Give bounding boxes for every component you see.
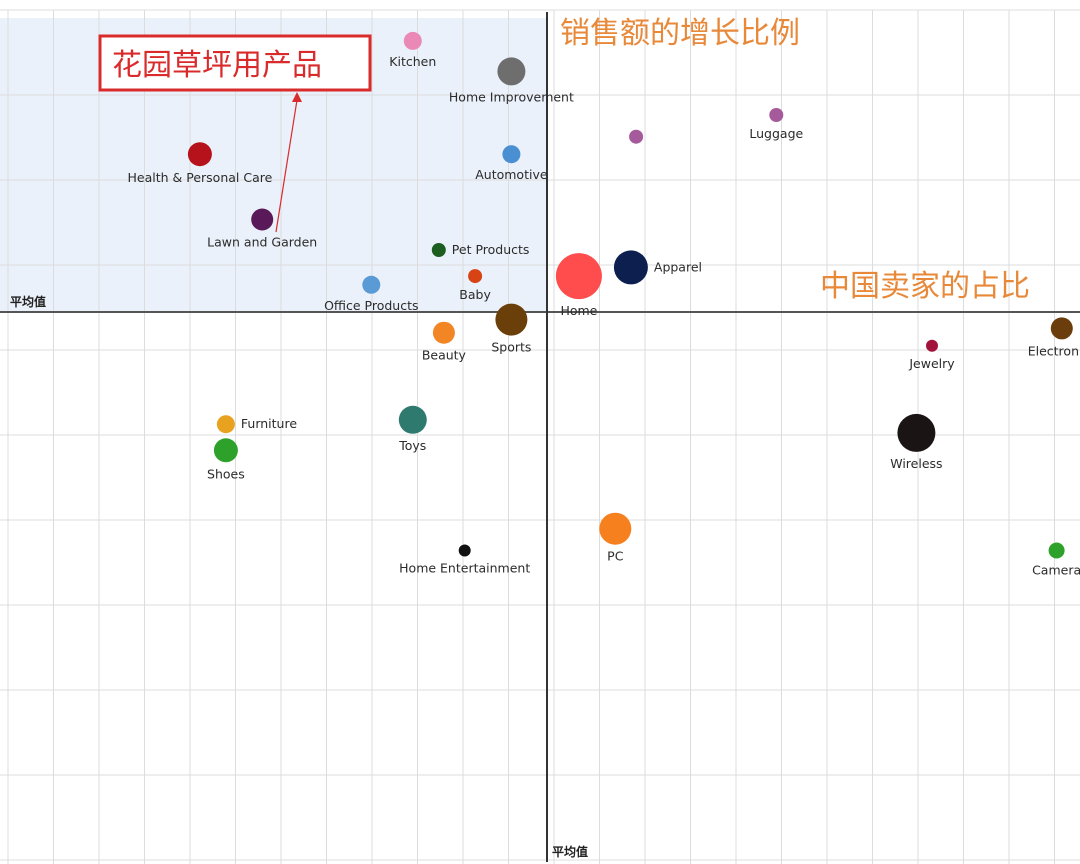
point-camera[interactable] xyxy=(1048,542,1065,559)
callout: 花园草坪用产品 xyxy=(98,34,372,233)
point-label-automotive: Automotive xyxy=(475,167,548,182)
point-label-pc: PC xyxy=(607,549,624,564)
callout-text: 花园草坪用产品 xyxy=(112,48,322,83)
point-electronics[interactable] xyxy=(1050,317,1073,340)
point-beauty[interactable] xyxy=(432,321,455,344)
point-luggage[interactable] xyxy=(769,108,784,122)
callout-box xyxy=(98,34,372,92)
x-axis-title: 中国卖家的占比 xyxy=(820,269,1030,304)
point-label-toys: Toys xyxy=(398,438,426,453)
point-label-jewelry: Jewelry xyxy=(908,356,955,371)
point-jewelry[interactable] xyxy=(926,339,938,352)
point-unlabeled[interactable] xyxy=(629,129,644,144)
points: Kitchen Home Improvement Luggage Health & P… xyxy=(128,31,1080,578)
point-label-home-entertainment: Home Entertainment xyxy=(399,561,530,576)
point-pc[interactable] xyxy=(599,512,632,545)
point-label-furniture: Furniture xyxy=(241,416,297,431)
point-sports[interactable] xyxy=(495,303,528,336)
callout-arrowhead xyxy=(292,92,302,102)
point-furniture[interactable] xyxy=(216,415,235,434)
point-toys[interactable] xyxy=(398,405,427,434)
point-label-camera: Camera xyxy=(1032,563,1080,578)
point-lawn-and-garden[interactable] xyxy=(251,208,274,231)
point-shoes[interactable] xyxy=(213,438,238,463)
point-wireless[interactable] xyxy=(897,413,936,452)
point-health-personal-care[interactable] xyxy=(187,142,212,167)
point-label-office-products: Office Products xyxy=(324,298,418,313)
grid xyxy=(0,9,1080,864)
point-home[interactable] xyxy=(555,253,602,300)
point-label-health-personal-care: Health & Personal Care xyxy=(128,170,273,185)
point-home-entertainment[interactable] xyxy=(458,544,471,557)
point-office-products[interactable] xyxy=(362,275,381,294)
point-label-baby: Baby xyxy=(459,287,491,302)
point-home-improvement[interactable] xyxy=(497,57,526,86)
point-label-lawn-and-garden: Lawn and Garden xyxy=(207,235,317,250)
point-baby[interactable] xyxy=(468,269,483,284)
point-kitchen[interactable] xyxy=(403,31,422,50)
y-average-label: 平均值 xyxy=(552,844,588,859)
y-axis-title: 销售额的增长比例 xyxy=(560,16,800,51)
point-label-wireless: Wireless xyxy=(890,456,942,471)
point-label-luggage: Luggage xyxy=(749,126,803,141)
point-label-apparel: Apparel xyxy=(654,259,702,274)
axes xyxy=(0,12,1080,862)
point-label-home-improvement: Home Improvement xyxy=(449,89,574,104)
callout-arrow xyxy=(275,99,298,233)
point-label-shoes: Shoes xyxy=(207,466,245,481)
x-average-label: 平均值 xyxy=(10,294,46,309)
point-apparel[interactable] xyxy=(613,250,648,285)
point-pet-products[interactable] xyxy=(431,243,446,257)
point-label-kitchen: Kitchen xyxy=(389,54,436,69)
point-label-pet-products: Pet Products xyxy=(452,242,530,257)
point-label-beauty: Beauty xyxy=(422,348,467,363)
point-label-sports: Sports xyxy=(491,340,531,355)
point-label-electronics: Electronics xyxy=(1028,343,1080,358)
point-label-home: Home xyxy=(560,303,597,318)
point-automotive[interactable] xyxy=(502,145,521,164)
